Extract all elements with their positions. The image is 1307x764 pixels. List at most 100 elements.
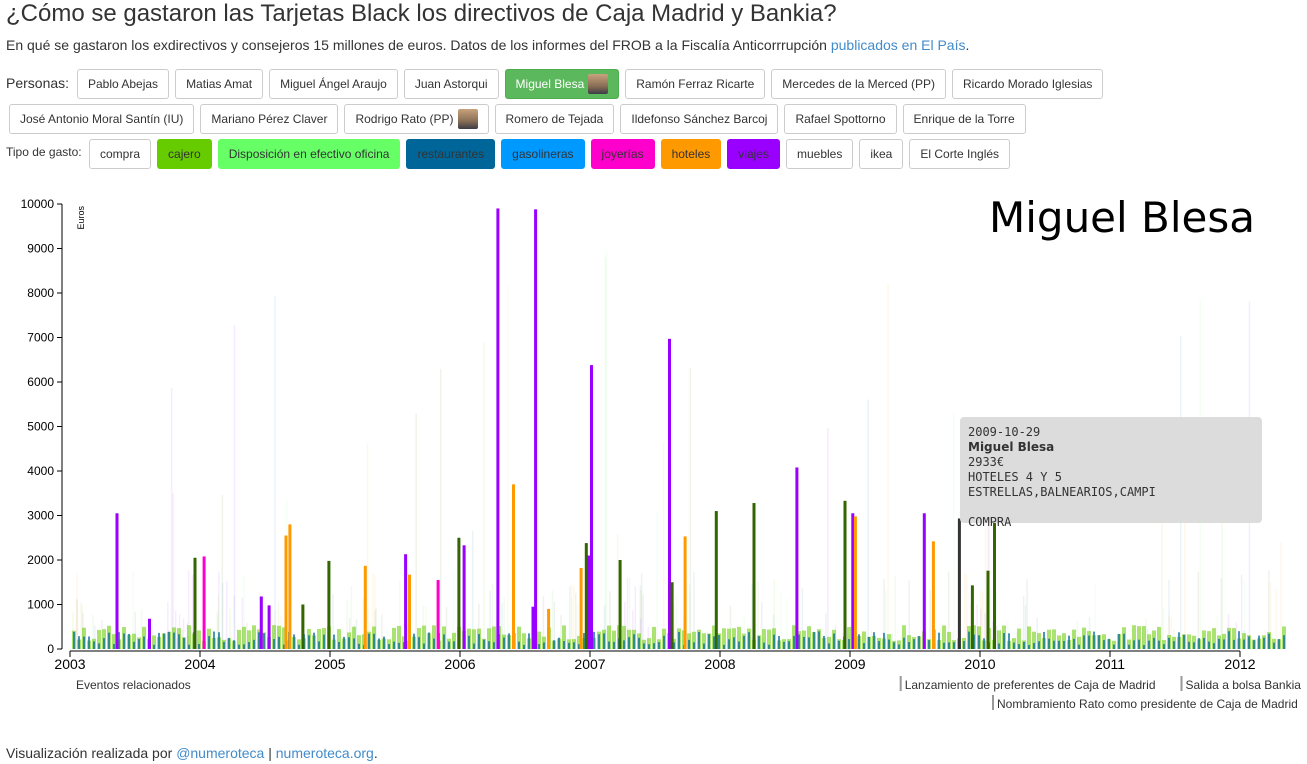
persona-button-ildefonso-sanchez-barcoj[interactable]: Ildefonso Sánchez Barcoj bbox=[620, 104, 779, 134]
base-bar-restaurantes bbox=[578, 644, 580, 649]
background-bar bbox=[221, 495, 224, 649]
persona-button-pablo-abejas[interactable]: Pablo Abejas bbox=[77, 69, 170, 99]
data-bar[interactable] bbox=[957, 518, 961, 649]
base-bar-restaurantes bbox=[278, 636, 280, 649]
data-bar[interactable] bbox=[462, 545, 466, 649]
base-bar-restaurantes bbox=[1248, 636, 1250, 649]
data-bar[interactable] bbox=[193, 557, 197, 649]
gasto-filter-muebles[interactable]: muebles bbox=[785, 139, 854, 169]
persona-button-miguel-blesa[interactable]: Miguel Blesa bbox=[504, 69, 620, 99]
gasto-filter-gasolineras[interactable]: gasolineras bbox=[501, 139, 585, 169]
background-bar bbox=[1269, 582, 1272, 649]
base-bar-cajero bbox=[907, 635, 911, 649]
gasto-filter-cajero[interactable]: cajero bbox=[157, 139, 212, 169]
base-bar-restaurantes bbox=[308, 635, 310, 649]
persona-label: Miguel Ángel Araujo bbox=[280, 77, 387, 91]
persona-button-ramon-ferraz-ricarte[interactable]: Ramón Ferraz Ricarte bbox=[625, 69, 766, 99]
base-bar-restaurantes bbox=[1178, 632, 1180, 649]
base-bar-restaurantes bbox=[723, 644, 725, 649]
data-bar[interactable] bbox=[534, 209, 538, 649]
gasto-filter-hoteles[interactable]: hoteles bbox=[660, 139, 722, 169]
data-bar[interactable] bbox=[404, 554, 408, 649]
persona-button-mariano-perez-claver[interactable]: Mariano Pérez Claver bbox=[200, 104, 339, 134]
data-bar[interactable] bbox=[853, 516, 857, 649]
gasto-filter-disposicion-en-efectivo-oficina[interactable]: Disposición en efectivo oficina bbox=[217, 139, 401, 169]
base-bar-restaurantes bbox=[1068, 635, 1070, 649]
persona-button-rafael-spottorno[interactable]: Rafael Spottorno bbox=[784, 104, 897, 134]
persona-button-enrique-de-la-torre[interactable]: Enrique de la Torre bbox=[902, 104, 1026, 134]
persona-button-miguel-angel-araujo[interactable]: Miguel Ángel Araujo bbox=[269, 69, 398, 99]
persona-button-romero-de-tejada[interactable]: Romero de Tejada bbox=[494, 104, 615, 134]
gasto-filter-ikea[interactable]: ikea bbox=[859, 139, 904, 169]
data-bar[interactable] bbox=[590, 365, 593, 649]
base-bar-restaurantes bbox=[1183, 634, 1185, 649]
base-bar-cajero bbox=[1212, 628, 1216, 649]
data-bar[interactable] bbox=[584, 543, 588, 649]
base-bar-restaurantes bbox=[263, 633, 265, 649]
data-bar[interactable] bbox=[408, 574, 411, 649]
background-bar bbox=[1185, 634, 1188, 649]
data-bar[interactable] bbox=[922, 513, 926, 649]
gasto-filter-viajes[interactable]: viajes bbox=[727, 139, 780, 169]
event-label: Salida a bolsa Bankia bbox=[1186, 678, 1302, 692]
gasto-filter-restaurantes[interactable]: restaurantes bbox=[406, 139, 496, 169]
data-bar[interactable] bbox=[587, 555, 591, 649]
base-bar-restaurantes bbox=[1098, 635, 1100, 649]
persona-button-rodrigo-rato-pp[interactable]: Rodrigo Rato (PP) bbox=[344, 104, 489, 134]
data-bar[interactable] bbox=[752, 503, 756, 649]
data-bar[interactable] bbox=[683, 536, 687, 649]
y-tick-label: 0 bbox=[47, 642, 54, 656]
data-bar[interactable] bbox=[618, 560, 622, 649]
data-bar[interactable] bbox=[993, 516, 996, 649]
data-bar[interactable] bbox=[148, 618, 151, 649]
persona-button-juan-astorqui[interactable]: Juan Astorqui bbox=[403, 69, 499, 99]
persona-button-jose-antonio-moral-santin-iu[interactable]: José Antonio Moral Santín (IU) bbox=[9, 104, 195, 134]
data-bar[interactable] bbox=[843, 500, 847, 649]
data-bar[interactable] bbox=[670, 582, 674, 649]
base-bar-cajero bbox=[487, 628, 491, 649]
data-bar[interactable] bbox=[457, 537, 461, 649]
data-bar[interactable] bbox=[579, 568, 583, 649]
x-tick-label: 2007 bbox=[574, 656, 605, 672]
data-bar[interactable] bbox=[714, 511, 718, 649]
numeroteca-site-link[interactable]: numeroteca.org bbox=[275, 745, 374, 761]
data-bar[interactable] bbox=[436, 580, 440, 649]
data-bar[interactable] bbox=[288, 524, 292, 649]
data-bar[interactable] bbox=[327, 560, 331, 649]
x-tick-label: 2003 bbox=[54, 656, 85, 672]
persona-button-mercedes-de-la-merced-pp[interactable]: Mercedes de la Merced (PP) bbox=[771, 69, 947, 99]
gasto-filter-compra[interactable]: compra bbox=[89, 139, 152, 169]
gasto-filter-joyerias[interactable]: joyerías bbox=[590, 139, 655, 169]
data-bar[interactable] bbox=[531, 606, 535, 649]
data-bar[interactable] bbox=[202, 556, 206, 649]
data-bar[interactable] bbox=[496, 208, 500, 649]
el-pais-link[interactable]: publicados en El País bbox=[830, 37, 966, 53]
data-bar[interactable] bbox=[931, 541, 935, 649]
data-bar[interactable] bbox=[547, 608, 551, 649]
persona-button-matias-amat[interactable]: Matias Amat bbox=[175, 69, 264, 99]
data-bar[interactable] bbox=[668, 338, 671, 649]
data-bar[interactable] bbox=[267, 605, 271, 649]
data-bar[interactable] bbox=[986, 570, 990, 649]
subtitle-end: . bbox=[965, 37, 970, 53]
data-bar[interactable] bbox=[284, 535, 288, 649]
gasto-filter-el-corte-ingles[interactable]: El Corte Inglés bbox=[909, 139, 1011, 169]
background-bar bbox=[1184, 485, 1186, 649]
data-bar[interactable] bbox=[851, 513, 855, 649]
data-bar[interactable] bbox=[970, 585, 974, 649]
base-bar-restaurantes bbox=[773, 634, 775, 649]
base-bar-restaurantes bbox=[183, 637, 185, 649]
base-bar-restaurantes bbox=[963, 641, 965, 649]
background-bar bbox=[665, 639, 667, 649]
numeroteca-twitter-link[interactable]: @numeroteca bbox=[176, 745, 265, 761]
base-bar-restaurantes bbox=[248, 642, 250, 649]
data-bar[interactable] bbox=[363, 565, 367, 649]
background-bar bbox=[221, 582, 224, 649]
data-bar[interactable] bbox=[795, 467, 799, 649]
background-bar bbox=[573, 585, 575, 649]
data-bar[interactable] bbox=[301, 604, 305, 650]
persona-button-ricardo-morado-iglesias[interactable]: Ricardo Morado Iglesias bbox=[952, 69, 1104, 99]
data-bar[interactable] bbox=[259, 596, 263, 649]
data-bar[interactable] bbox=[512, 484, 515, 649]
data-bar[interactable] bbox=[115, 513, 119, 649]
